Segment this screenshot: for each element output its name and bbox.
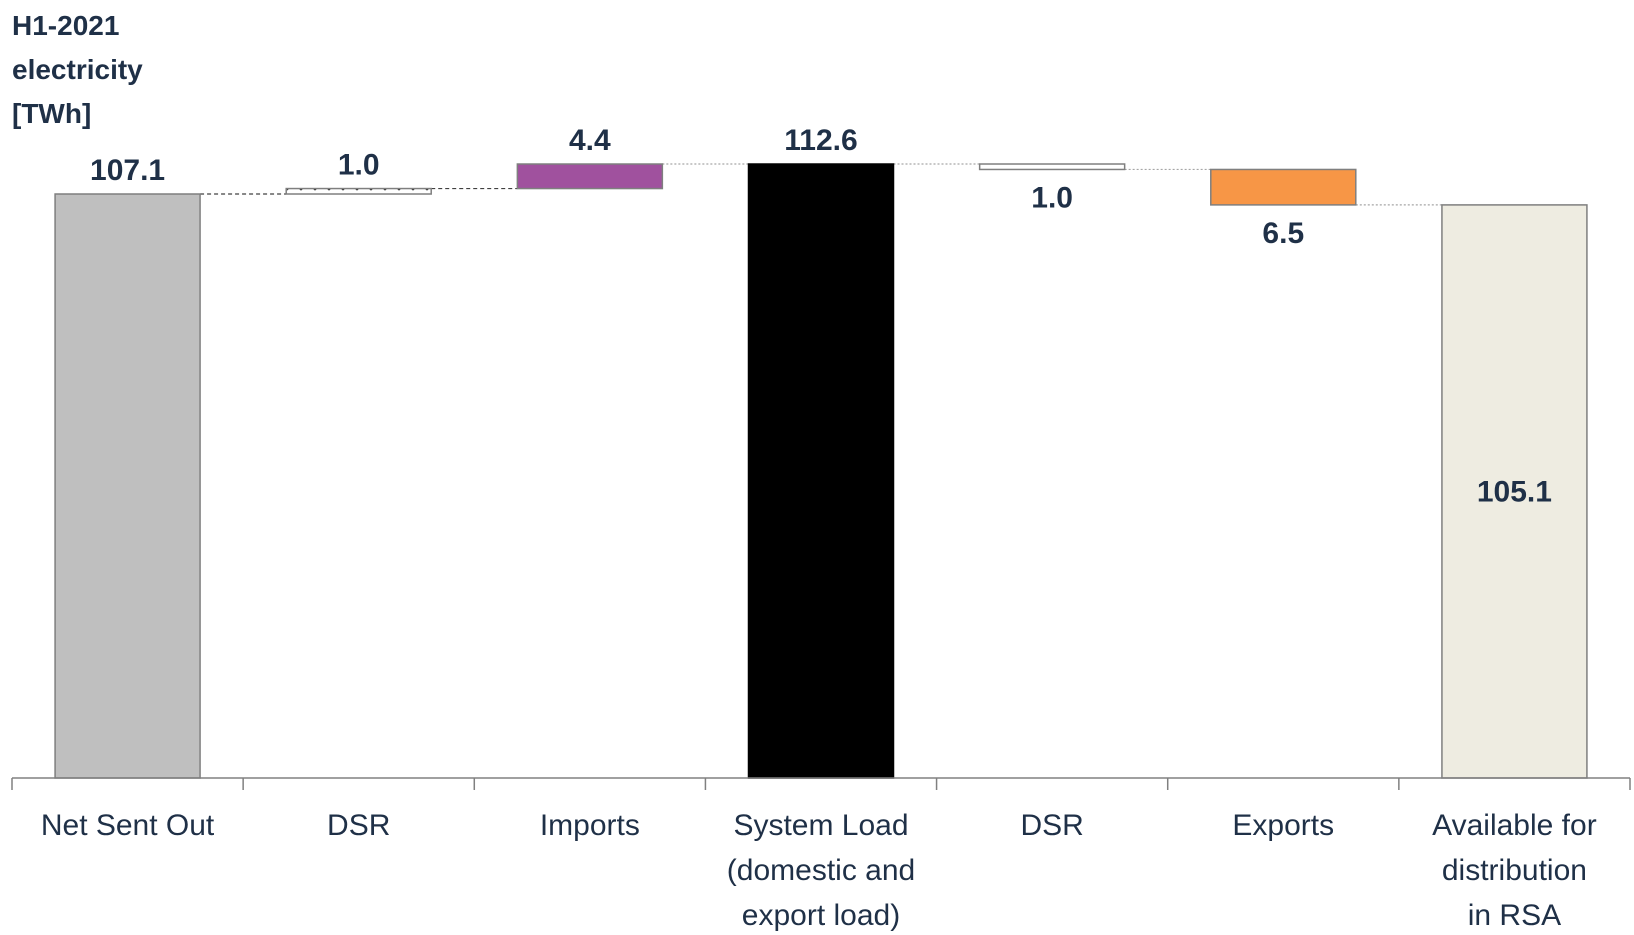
category-label-4: DSR (1020, 809, 1083, 842)
bar-3 (747, 163, 895, 779)
bar-5 (1210, 168, 1357, 206)
value-label-3: 112.6 (784, 124, 857, 157)
bar-6 (1441, 204, 1588, 779)
connector-lines (200, 163, 1442, 206)
value-label-5: 6.5 (1262, 217, 1304, 250)
category-labels: Net Sent Out DSR Imports System Load (domest… (41, 809, 1597, 932)
category-label-5: Exports (1232, 809, 1334, 842)
category-label-6: Available for distribution in RSA (1432, 809, 1597, 932)
value-label-2: 4.4 (569, 124, 611, 157)
bar-4 (978, 163, 1126, 171)
category-label-2: Imports (540, 809, 640, 842)
bars (54, 163, 1588, 779)
category-label-1: DSR (327, 809, 390, 842)
category-label-0: Net Sent Out (41, 809, 215, 842)
value-label-4: 1.0 (1031, 181, 1073, 214)
bar-0 (54, 193, 201, 779)
category-label-3: System Load (domestic and export load) (727, 809, 915, 932)
x-axis (11, 777, 1631, 790)
value-labels: 107.1 1.0 4.4 112.6 1.0 6.5 105.1 (90, 124, 1552, 508)
y-axis-title: H1-2021 electricity [TWh] (12, 10, 143, 129)
bar-2 (516, 163, 664, 190)
value-label-0: 107.1 (90, 154, 165, 187)
value-label-6: 105.1 (1477, 475, 1552, 508)
value-label-1: 1.0 (338, 149, 380, 182)
bar-1 (285, 187, 432, 195)
